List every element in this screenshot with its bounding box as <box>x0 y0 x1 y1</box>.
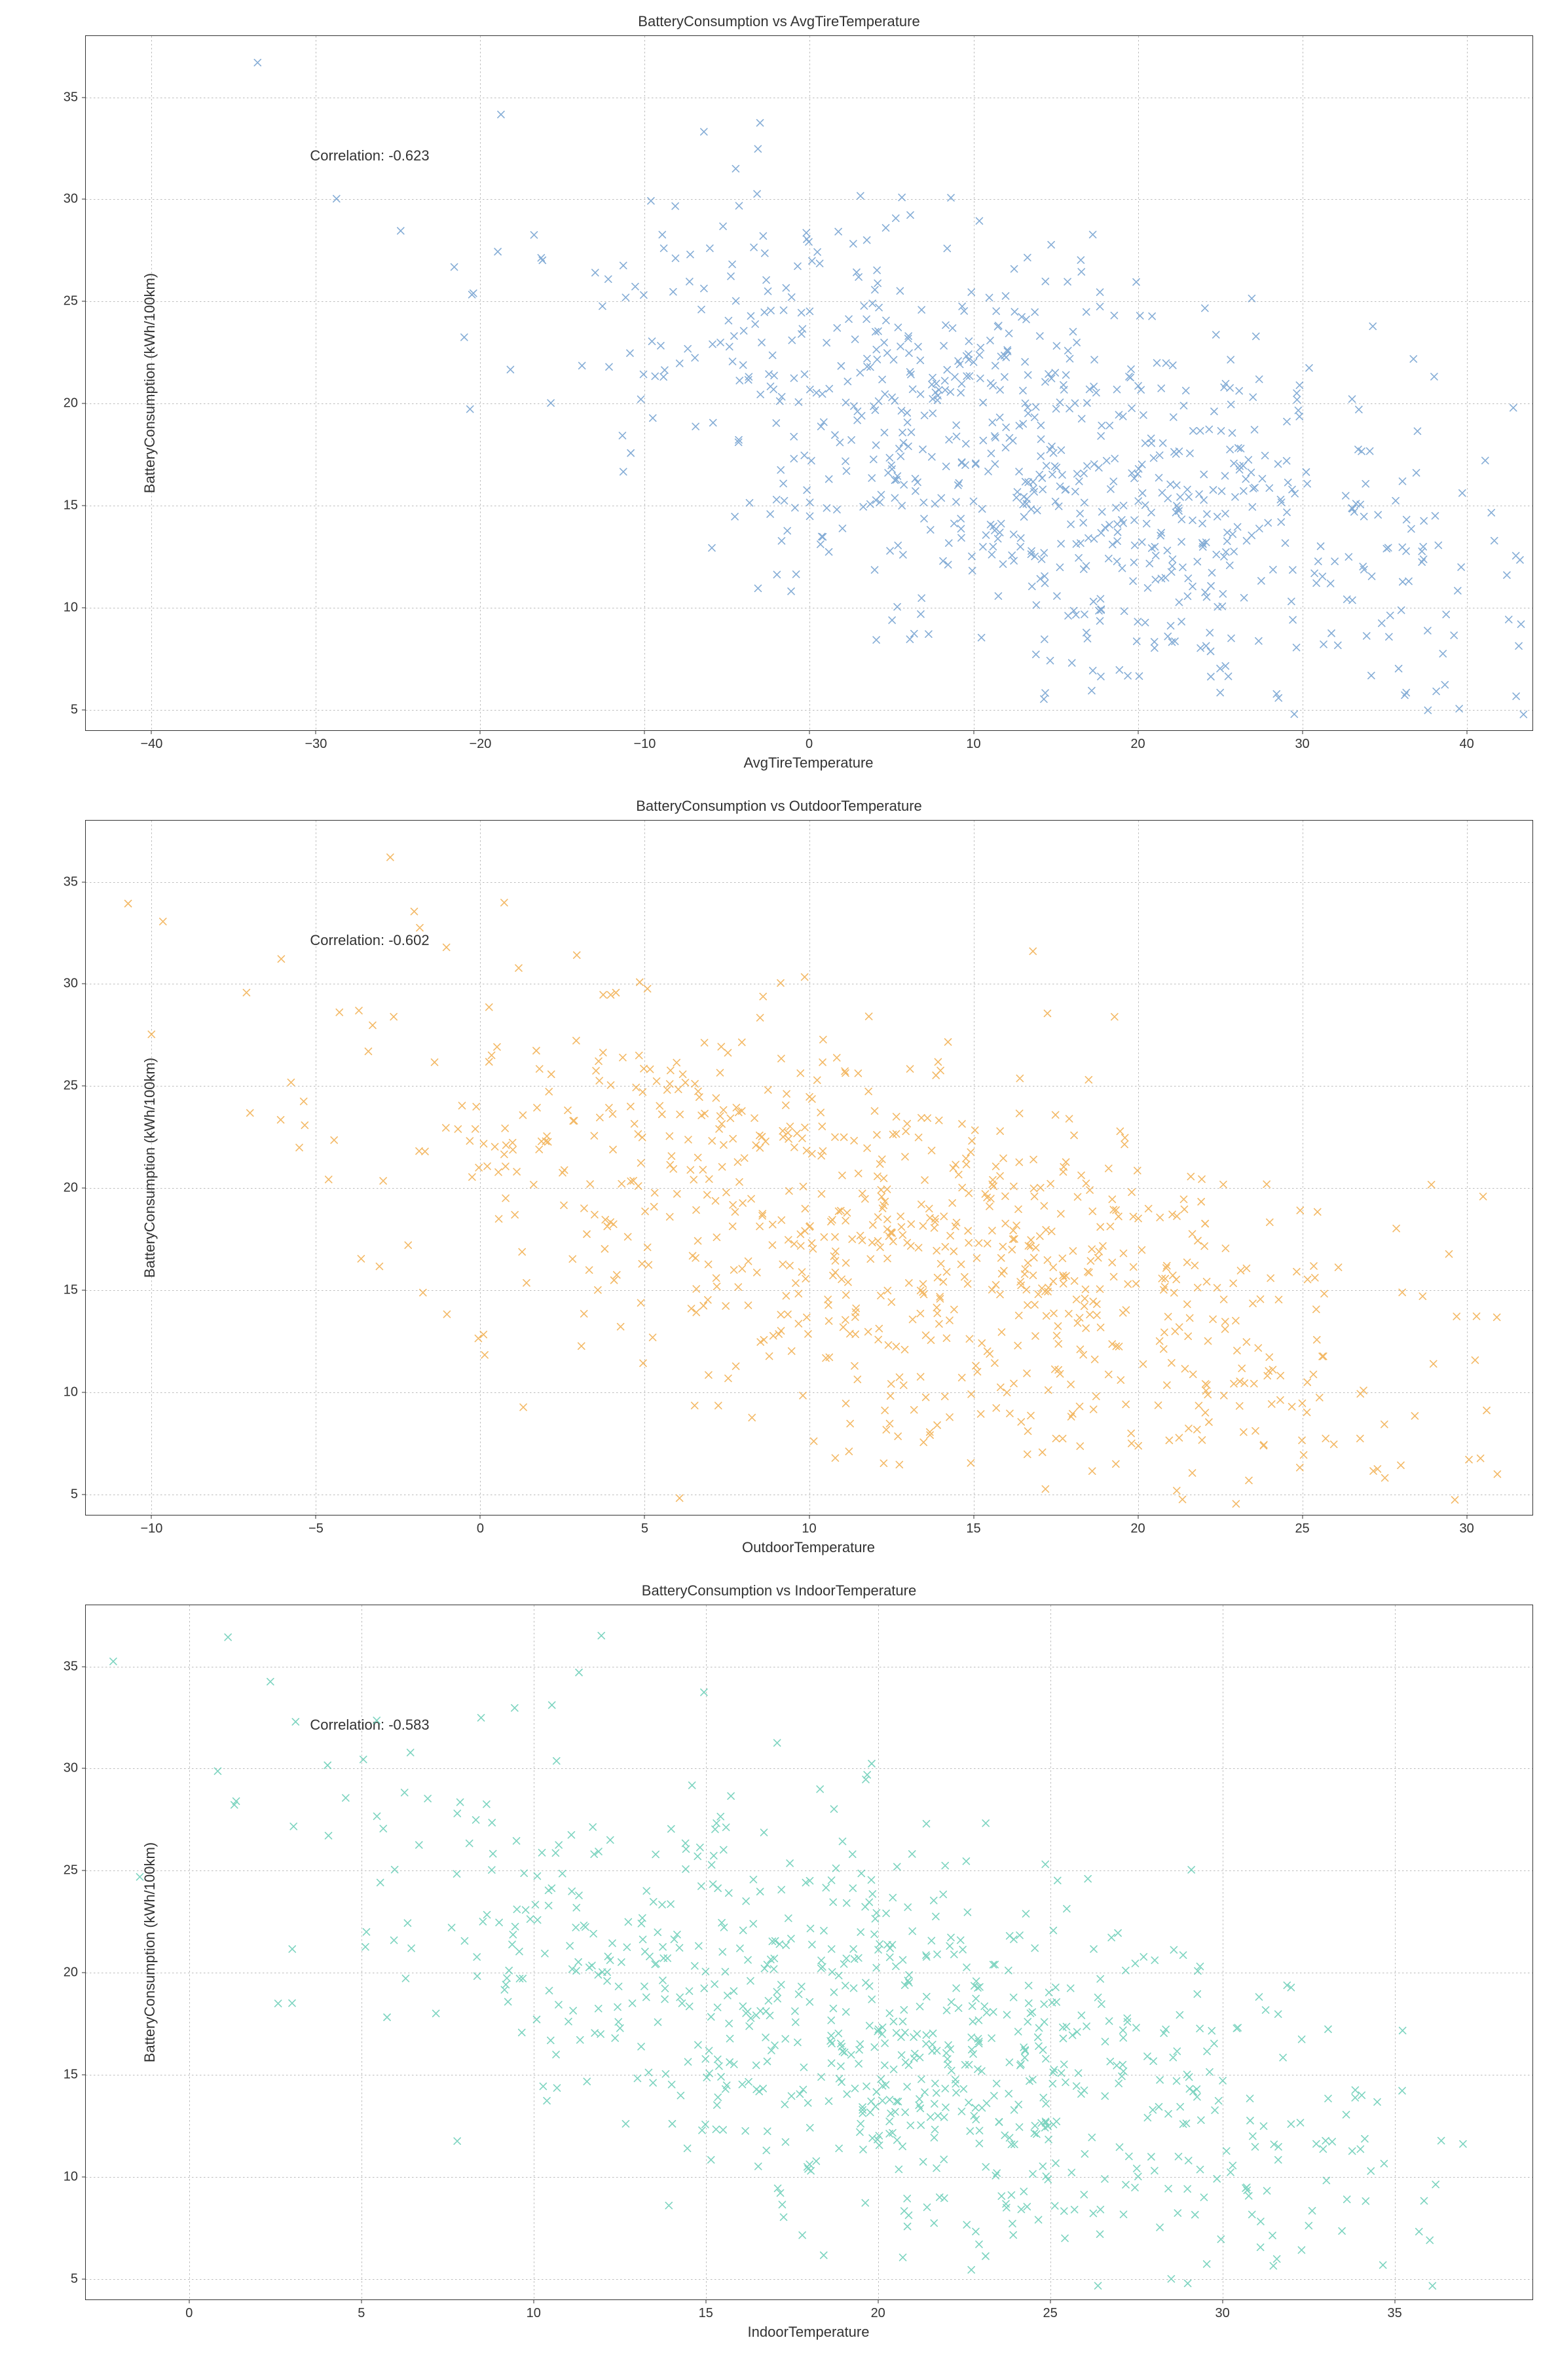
ytick-label: 15 <box>64 498 86 513</box>
plot-area: −40−30−20−100102030405101520253035Batter… <box>85 35 1533 731</box>
ytick-label: 15 <box>64 1283 86 1298</box>
xtick-label: 30 <box>1295 730 1309 752</box>
xtick-label: 0 <box>185 2299 193 2321</box>
xtick-label: 40 <box>1459 730 1474 752</box>
x-axis-label: AvgTireTemperature <box>85 754 1532 772</box>
xtick-label: 10 <box>966 730 980 752</box>
xtick-label: −10 <box>140 1515 162 1536</box>
xtick-label: 0 <box>477 1515 484 1536</box>
ytick-label: 20 <box>64 1181 86 1196</box>
subplot-indoor: BatteryConsumption vs IndoorTemperature 0… <box>13 1582 1545 2341</box>
ytick-label: 20 <box>64 1965 86 1980</box>
ytick-label: 35 <box>64 874 86 889</box>
ytick-label: 30 <box>64 976 86 992</box>
ytick-label: 10 <box>64 600 86 615</box>
xtick-label: 20 <box>1130 730 1145 752</box>
xtick-label: 30 <box>1459 1515 1474 1536</box>
subplot-outdoor: BatteryConsumption vs OutdoorTemperature… <box>13 798 1545 1556</box>
subplot-tire: BatteryConsumption vs AvgTireTemperature… <box>13 13 1545 772</box>
ytick-label: 15 <box>64 2068 86 2083</box>
xtick-label: 0 <box>806 730 813 752</box>
ytick-label: 10 <box>64 1385 86 1400</box>
xtick-label: −40 <box>140 730 162 752</box>
plot-title: BatteryConsumption vs OutdoorTemperature <box>13 798 1545 815</box>
xtick-label: 5 <box>358 2299 365 2321</box>
ytick-label: 25 <box>64 1079 86 1094</box>
ytick-label: 30 <box>64 1761 86 1776</box>
plot-title: BatteryConsumption vs IndoorTemperature <box>13 1582 1545 1599</box>
plot-area: −10−50510152025305101520253035BatteryCon… <box>85 820 1533 1515</box>
xtick-label: 20 <box>871 2299 885 2321</box>
xtick-label: 25 <box>1295 1515 1309 1536</box>
xtick-label: −20 <box>469 730 491 752</box>
ytick-label: 5 <box>71 702 86 717</box>
ytick-label: 25 <box>64 294 86 309</box>
scatter-points <box>86 36 1532 730</box>
scatter-points <box>86 1605 1532 2299</box>
ytick-label: 10 <box>64 2169 86 2184</box>
ytick-label: 5 <box>71 1487 86 1502</box>
xtick-label: −5 <box>308 1515 324 1536</box>
ytick-label: 35 <box>64 1659 86 1674</box>
xtick-label: 15 <box>966 1515 980 1536</box>
scatter-points <box>86 821 1532 1515</box>
ytick-label: 30 <box>64 192 86 207</box>
ytick-label: 25 <box>64 1863 86 1878</box>
xtick-label: −30 <box>305 730 327 752</box>
xtick-label: 25 <box>1043 2299 1058 2321</box>
xtick-label: −10 <box>634 730 656 752</box>
xtick-label: 15 <box>699 2299 713 2321</box>
ytick-label: 20 <box>64 396 86 411</box>
ytick-label: 35 <box>64 90 86 105</box>
plot-area: 051015202530355101520253035BatteryConsum… <box>85 1605 1533 2300</box>
xtick-label: 30 <box>1215 2299 1230 2321</box>
plot-title: BatteryConsumption vs AvgTireTemperature <box>13 13 1545 30</box>
xtick-label: 5 <box>641 1515 648 1536</box>
xtick-label: 20 <box>1130 1515 1145 1536</box>
xtick-label: 35 <box>1387 2299 1401 2321</box>
x-axis-label: OutdoorTemperature <box>85 1539 1532 1556</box>
ytick-label: 5 <box>71 2271 86 2286</box>
x-axis-label: IndoorTemperature <box>85 2324 1532 2341</box>
xtick-label: 10 <box>802 1515 816 1536</box>
xtick-label: 10 <box>527 2299 541 2321</box>
